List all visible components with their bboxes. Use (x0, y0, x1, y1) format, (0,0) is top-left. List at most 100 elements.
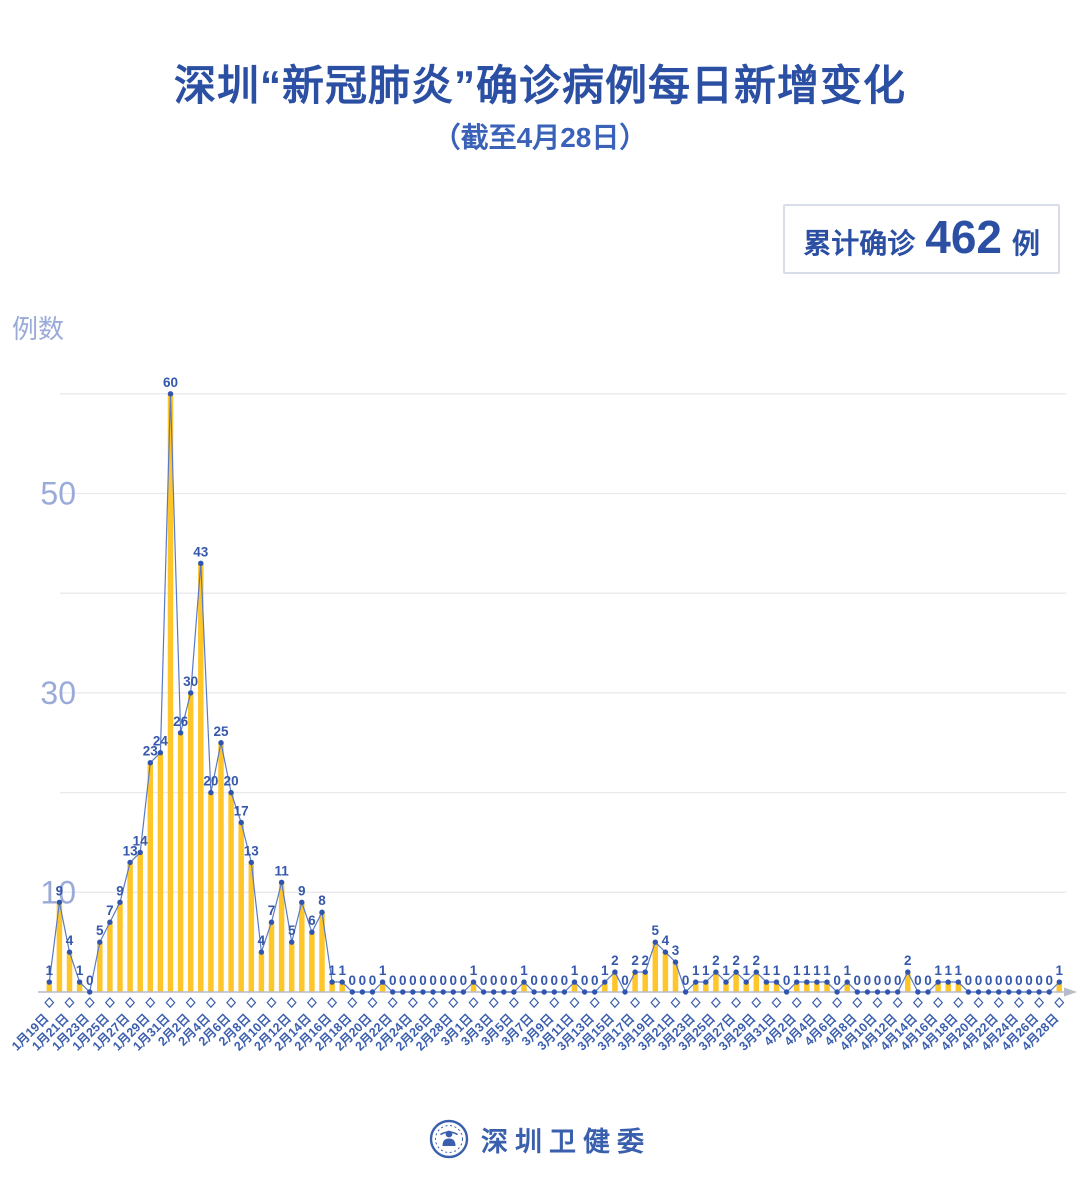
x-tick-diamond (549, 997, 560, 1009)
bar (319, 912, 325, 992)
x-tick-diamond (64, 997, 75, 1009)
bar (672, 962, 679, 992)
data-point (713, 969, 719, 975)
point-value-label: 0 (551, 973, 559, 988)
point-value-label: 1 (843, 963, 851, 978)
point-value-label: 4 (66, 933, 74, 948)
point-value-label: 0 (833, 973, 841, 988)
data-point (66, 949, 73, 955)
data-point (884, 989, 891, 995)
point-value-label: 1 (944, 963, 952, 978)
point-value-label: 0 (460, 973, 468, 988)
x-tick-diamond (407, 997, 418, 1009)
x-tick-diamond (226, 997, 237, 1009)
x-tick-diamond (710, 997, 721, 1009)
point-value-label: 0 (914, 973, 922, 988)
x-tick-diamond (185, 997, 196, 1009)
point-value-label: 17 (234, 804, 249, 819)
data-point (188, 690, 194, 696)
x-tick-diamond (993, 997, 1004, 1009)
x-tick-diamond (145, 997, 156, 1009)
point-value-label: 5 (288, 923, 296, 938)
x-tick-diamond (912, 997, 923, 1009)
data-point (491, 989, 497, 995)
point-value-label: 0 (86, 973, 94, 988)
data-point (147, 759, 153, 766)
bar (97, 942, 103, 992)
bar (56, 902, 63, 992)
point-value-label: 5 (96, 923, 104, 938)
x-tick-diamond (165, 997, 176, 1009)
data-point (622, 989, 628, 995)
x-tick-diamond (104, 997, 115, 1009)
x-tick-diamond (1034, 997, 1045, 1009)
point-value-label: 0 (591, 973, 599, 988)
data-point (470, 979, 477, 985)
x-tick-diamond (125, 997, 136, 1009)
point-value-label: 1 (763, 963, 771, 978)
bar (824, 982, 830, 992)
point-value-label: 11 (274, 863, 289, 878)
data-point (319, 909, 325, 915)
x-tick-diamond (872, 997, 883, 1009)
point-value-label: 0 (500, 973, 508, 988)
chart-svg: 503010例数19410579131423246026304320252017… (9, 314, 1077, 1054)
point-value-label: 26 (173, 714, 189, 729)
data-point (329, 979, 335, 985)
data-point (1036, 989, 1042, 995)
data-point (117, 899, 123, 905)
point-value-label: 0 (409, 973, 417, 988)
data-point (97, 939, 103, 945)
point-value-label: 0 (995, 973, 1003, 988)
point-value-label: 4 (662, 933, 670, 948)
bar (703, 982, 709, 992)
point-value-label: 0 (682, 973, 690, 988)
data-point (1026, 989, 1032, 995)
point-value-label: 1 (1056, 963, 1064, 978)
data-point (208, 789, 214, 796)
bar (228, 792, 234, 992)
bar (743, 982, 749, 992)
point-value-label: 0 (349, 973, 357, 988)
data-point (440, 989, 446, 995)
data-point (339, 979, 345, 985)
bar (379, 982, 386, 992)
point-value-label: 0 (965, 973, 973, 988)
bar (238, 822, 244, 992)
bar (147, 762, 154, 992)
data-point (783, 989, 790, 995)
point-value-label: 2 (732, 953, 740, 968)
x-tick-diamond (508, 997, 519, 1009)
x-tick-diamond (933, 997, 944, 1009)
x-tick-diamond (630, 997, 641, 1009)
data-point (571, 979, 578, 985)
bar (753, 972, 760, 992)
bar (844, 982, 850, 992)
x-tick-diamond (428, 997, 439, 1009)
badge-unit: 例 (1011, 228, 1040, 259)
bar (935, 982, 941, 992)
data-point (864, 989, 871, 995)
data-point (804, 979, 810, 985)
data-point (794, 979, 800, 985)
bar (309, 932, 315, 992)
x-tick-diamond (670, 997, 681, 1009)
data-point (996, 989, 1002, 995)
data-point (965, 989, 972, 995)
point-value-label: 0 (490, 973, 498, 988)
point-value-label: 0 (480, 973, 488, 988)
x-tick-diamond (205, 997, 216, 1009)
data-point (480, 989, 487, 995)
point-value-label: 0 (389, 973, 397, 988)
point-value-label: 20 (224, 774, 239, 789)
data-point (349, 989, 355, 995)
x-tick-diamond (791, 997, 802, 1009)
data-point (258, 949, 265, 955)
data-point (632, 969, 638, 975)
point-value-label: 4 (258, 933, 266, 948)
data-point (915, 989, 921, 995)
x-tick-diamond (488, 997, 499, 1009)
data-point (703, 979, 709, 985)
data-point (268, 919, 275, 925)
x-axis-arrow (1064, 987, 1077, 997)
